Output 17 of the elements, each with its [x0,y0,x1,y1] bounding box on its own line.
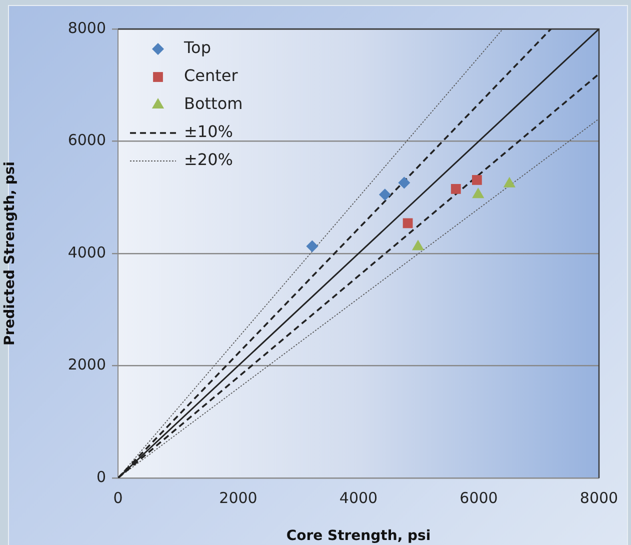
x-tick-label: 2000 [219,488,258,507]
x-tick-label: 4000 [339,488,378,507]
x-axis-title: Core Strength, psi [286,528,431,544]
y-tick-label: 2000 [68,356,106,374]
x-tick-label: 0 [113,488,123,507]
y-tick-label: 0 [96,468,106,486]
x-tick-label: 8000 [580,488,618,507]
y-tick-label: 6000 [68,131,106,150]
legend-label: Center [184,66,238,86]
legend-label: Top [183,38,211,58]
y-axis-title: Predicted Strength, psi [2,161,18,346]
y-tick-label: 4000 [68,243,106,262]
y-tick-label: 8000 [68,18,106,37]
legend-label: Bottom [184,94,243,114]
legend-label: ±10% [184,122,233,142]
legend-label: ±20% [184,150,233,170]
x-tick-label: 6000 [460,488,498,507]
